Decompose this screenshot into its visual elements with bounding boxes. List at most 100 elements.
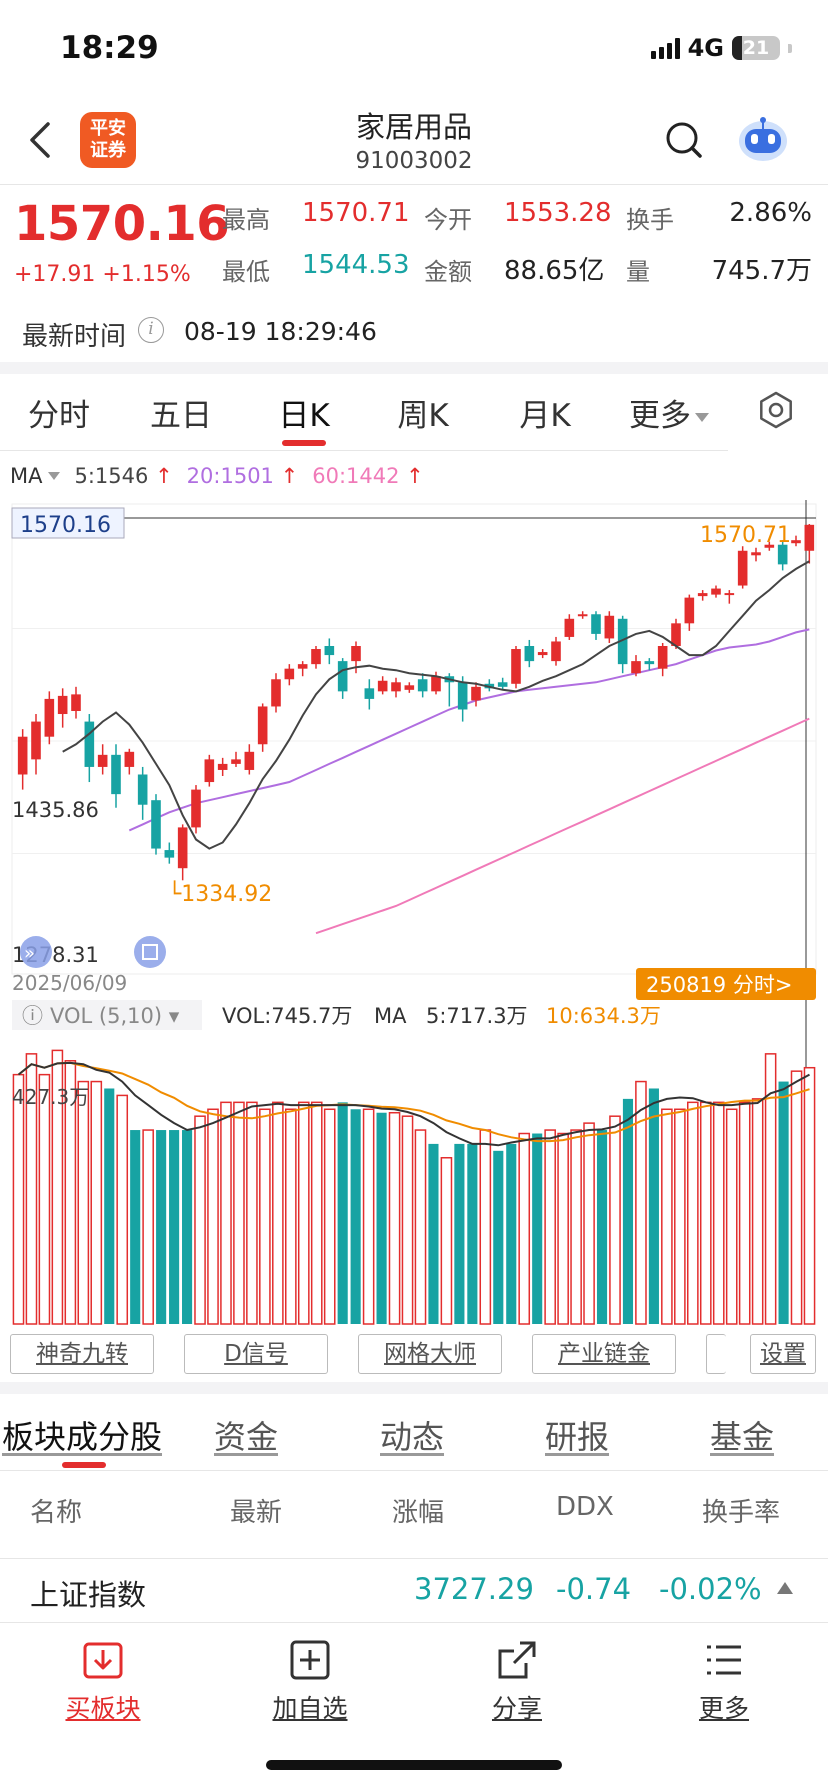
col-change[interactable]: 涨幅 — [392, 1498, 445, 1528]
tab-daily-k[interactable]: 日K — [278, 398, 330, 434]
tabs-divider-2 — [0, 1470, 828, 1471]
col-ddx[interactable]: DDX — [556, 1492, 614, 1522]
volume-bar — [156, 1130, 167, 1324]
volume-bar — [362, 1108, 375, 1325]
more-indicator-button[interactable] — [706, 1334, 726, 1374]
candle-body — [537, 652, 548, 656]
tabs-divider — [0, 450, 728, 451]
ma5-text: 5:1546 — [74, 464, 149, 488]
candle-body — [97, 754, 108, 767]
indicator-buttons: 神奇九转 D信号 网格大师 产业链金 设置 — [0, 1334, 828, 1378]
download-icon — [83, 1642, 123, 1679]
high-label: 最高 — [222, 206, 270, 234]
list-icon — [707, 1645, 741, 1675]
kline-chart[interactable]: 1570.161435.861278.311570.71└1334.92»202… — [0, 500, 828, 1330]
status-right: 4G 21 — [650, 34, 792, 62]
more-label: 更多 — [698, 1694, 749, 1723]
back-icon[interactable] — [26, 118, 56, 162]
volume-bar — [467, 1143, 478, 1324]
candle-body — [751, 552, 761, 556]
volume-bar — [622, 1098, 634, 1324]
low-label: 最低 — [222, 258, 270, 286]
candle-body — [777, 544, 788, 565]
vol-ma-label: MA — [374, 1004, 407, 1028]
candle-body — [604, 615, 615, 639]
battery-level: 21 — [742, 37, 770, 59]
logo-text-2: 证券 — [90, 140, 126, 161]
volume-bar — [90, 1080, 103, 1325]
section-gap-2 — [0, 1382, 828, 1394]
share-icon — [498, 1641, 536, 1679]
add-watchlist-button[interactable]: 加自选 — [250, 1639, 370, 1725]
tab-more[interactable]: 更多 — [620, 390, 718, 435]
tab-constituents[interactable]: 板块成分股 — [2, 1418, 163, 1456]
logo-text-1: 平安 — [90, 118, 126, 139]
volume-bar — [38, 1073, 51, 1325]
update-time: 08-19 18:29:46 — [184, 317, 377, 346]
candle-body — [191, 789, 201, 828]
ma-legend[interactable]: MA 5:1546 ↑ 20:1501 ↑ 60:1442 ↑ — [10, 464, 424, 488]
top-price-box — [11, 507, 125, 539]
gear-icon[interactable] — [756, 390, 796, 430]
vol-info-icon: ⓘ — [22, 1004, 43, 1028]
sort-up-icon[interactable] — [777, 1582, 793, 1594]
update-time-label: 最新时间 — [22, 322, 127, 352]
tab-intraday[interactable]: 分时 — [28, 398, 90, 434]
volume-bar — [790, 1070, 803, 1325]
ma20-arrow: ↑ — [280, 464, 299, 488]
vol-ma5-line — [17, 1061, 810, 1147]
tab-news[interactable]: 动态 — [380, 1418, 445, 1456]
d-signal-button[interactable]: D信号 — [184, 1334, 328, 1374]
top-price-label: 1570.16 — [20, 513, 111, 538]
table-row[interactable]: 上证指数 3727.29 -0.74 -0.02% — [0, 1560, 828, 1622]
volume-bar — [454, 1143, 465, 1324]
caret-down-icon — [48, 472, 61, 480]
magic-nine-button[interactable]: 神奇九转 — [10, 1334, 154, 1374]
volume-bar — [635, 1080, 647, 1325]
candle-body — [644, 661, 655, 665]
indicator-settings-button[interactable]: 设置 — [750, 1334, 816, 1374]
buy-sector-button[interactable]: 买板块 — [43, 1639, 163, 1725]
intraday-badge — [636, 968, 816, 1000]
volume-bar — [116, 1094, 129, 1325]
tab-fund[interactable]: 基金 — [710, 1418, 775, 1456]
ma60-arrow: ↑ — [406, 464, 424, 488]
candle-body — [684, 597, 695, 624]
buy-sector-label: 买板块 — [65, 1694, 141, 1723]
broker-logo[interactable]: 平安 证券 — [80, 112, 136, 168]
volume-bar — [310, 1101, 323, 1325]
candle-body — [391, 682, 401, 692]
share-button[interactable]: 分享 — [457, 1639, 577, 1725]
volume-bar — [207, 1108, 219, 1325]
volume-bar — [12, 1073, 25, 1325]
search-icon[interactable] — [664, 120, 704, 160]
expand-left-glyph: » — [24, 943, 35, 964]
last-price: 1570.16 — [14, 196, 230, 252]
ai-assistant-icon[interactable] — [736, 114, 790, 164]
tab-weekly-k[interactable]: 周K — [397, 398, 449, 434]
fullscreen-glyph — [142, 944, 158, 960]
ma60-value: 60:1442 ↑ — [312, 464, 424, 488]
page-title: 家居用品 — [355, 110, 472, 144]
amount-value: 88.65亿 — [504, 256, 605, 286]
more-button[interactable]: 更多 — [664, 1639, 784, 1725]
col-name[interactable]: 名称 — [30, 1498, 83, 1528]
industry-chain-button[interactable]: 产业链金 — [532, 1334, 676, 1374]
low-value: 1544.53 — [302, 250, 410, 280]
candle-body — [124, 751, 135, 767]
tab-funds-flow[interactable]: 资金 — [214, 1418, 279, 1456]
volume-bar — [609, 1115, 621, 1325]
tab-research[interactable]: 研报 — [545, 1418, 610, 1456]
ma-label: MA — [10, 464, 43, 488]
col-price[interactable]: 最新 — [230, 1498, 283, 1528]
candle-body — [297, 664, 308, 669]
table-header: 名称 最新 涨幅 DDX 换手率 — [0, 1472, 828, 1558]
grid-master-button[interactable]: 网格大师 — [358, 1334, 502, 1374]
tab-five-day[interactable]: 五日 — [150, 398, 212, 434]
col-turnover[interactable]: 换手率 — [702, 1498, 781, 1528]
intraday-badge-label: 250819 分时> — [646, 973, 792, 997]
volume-bar — [661, 1108, 673, 1325]
tab-monthly-k[interactable]: 月K — [519, 398, 571, 434]
info-icon[interactable]: i — [138, 317, 164, 343]
volume-bar — [401, 1115, 414, 1325]
